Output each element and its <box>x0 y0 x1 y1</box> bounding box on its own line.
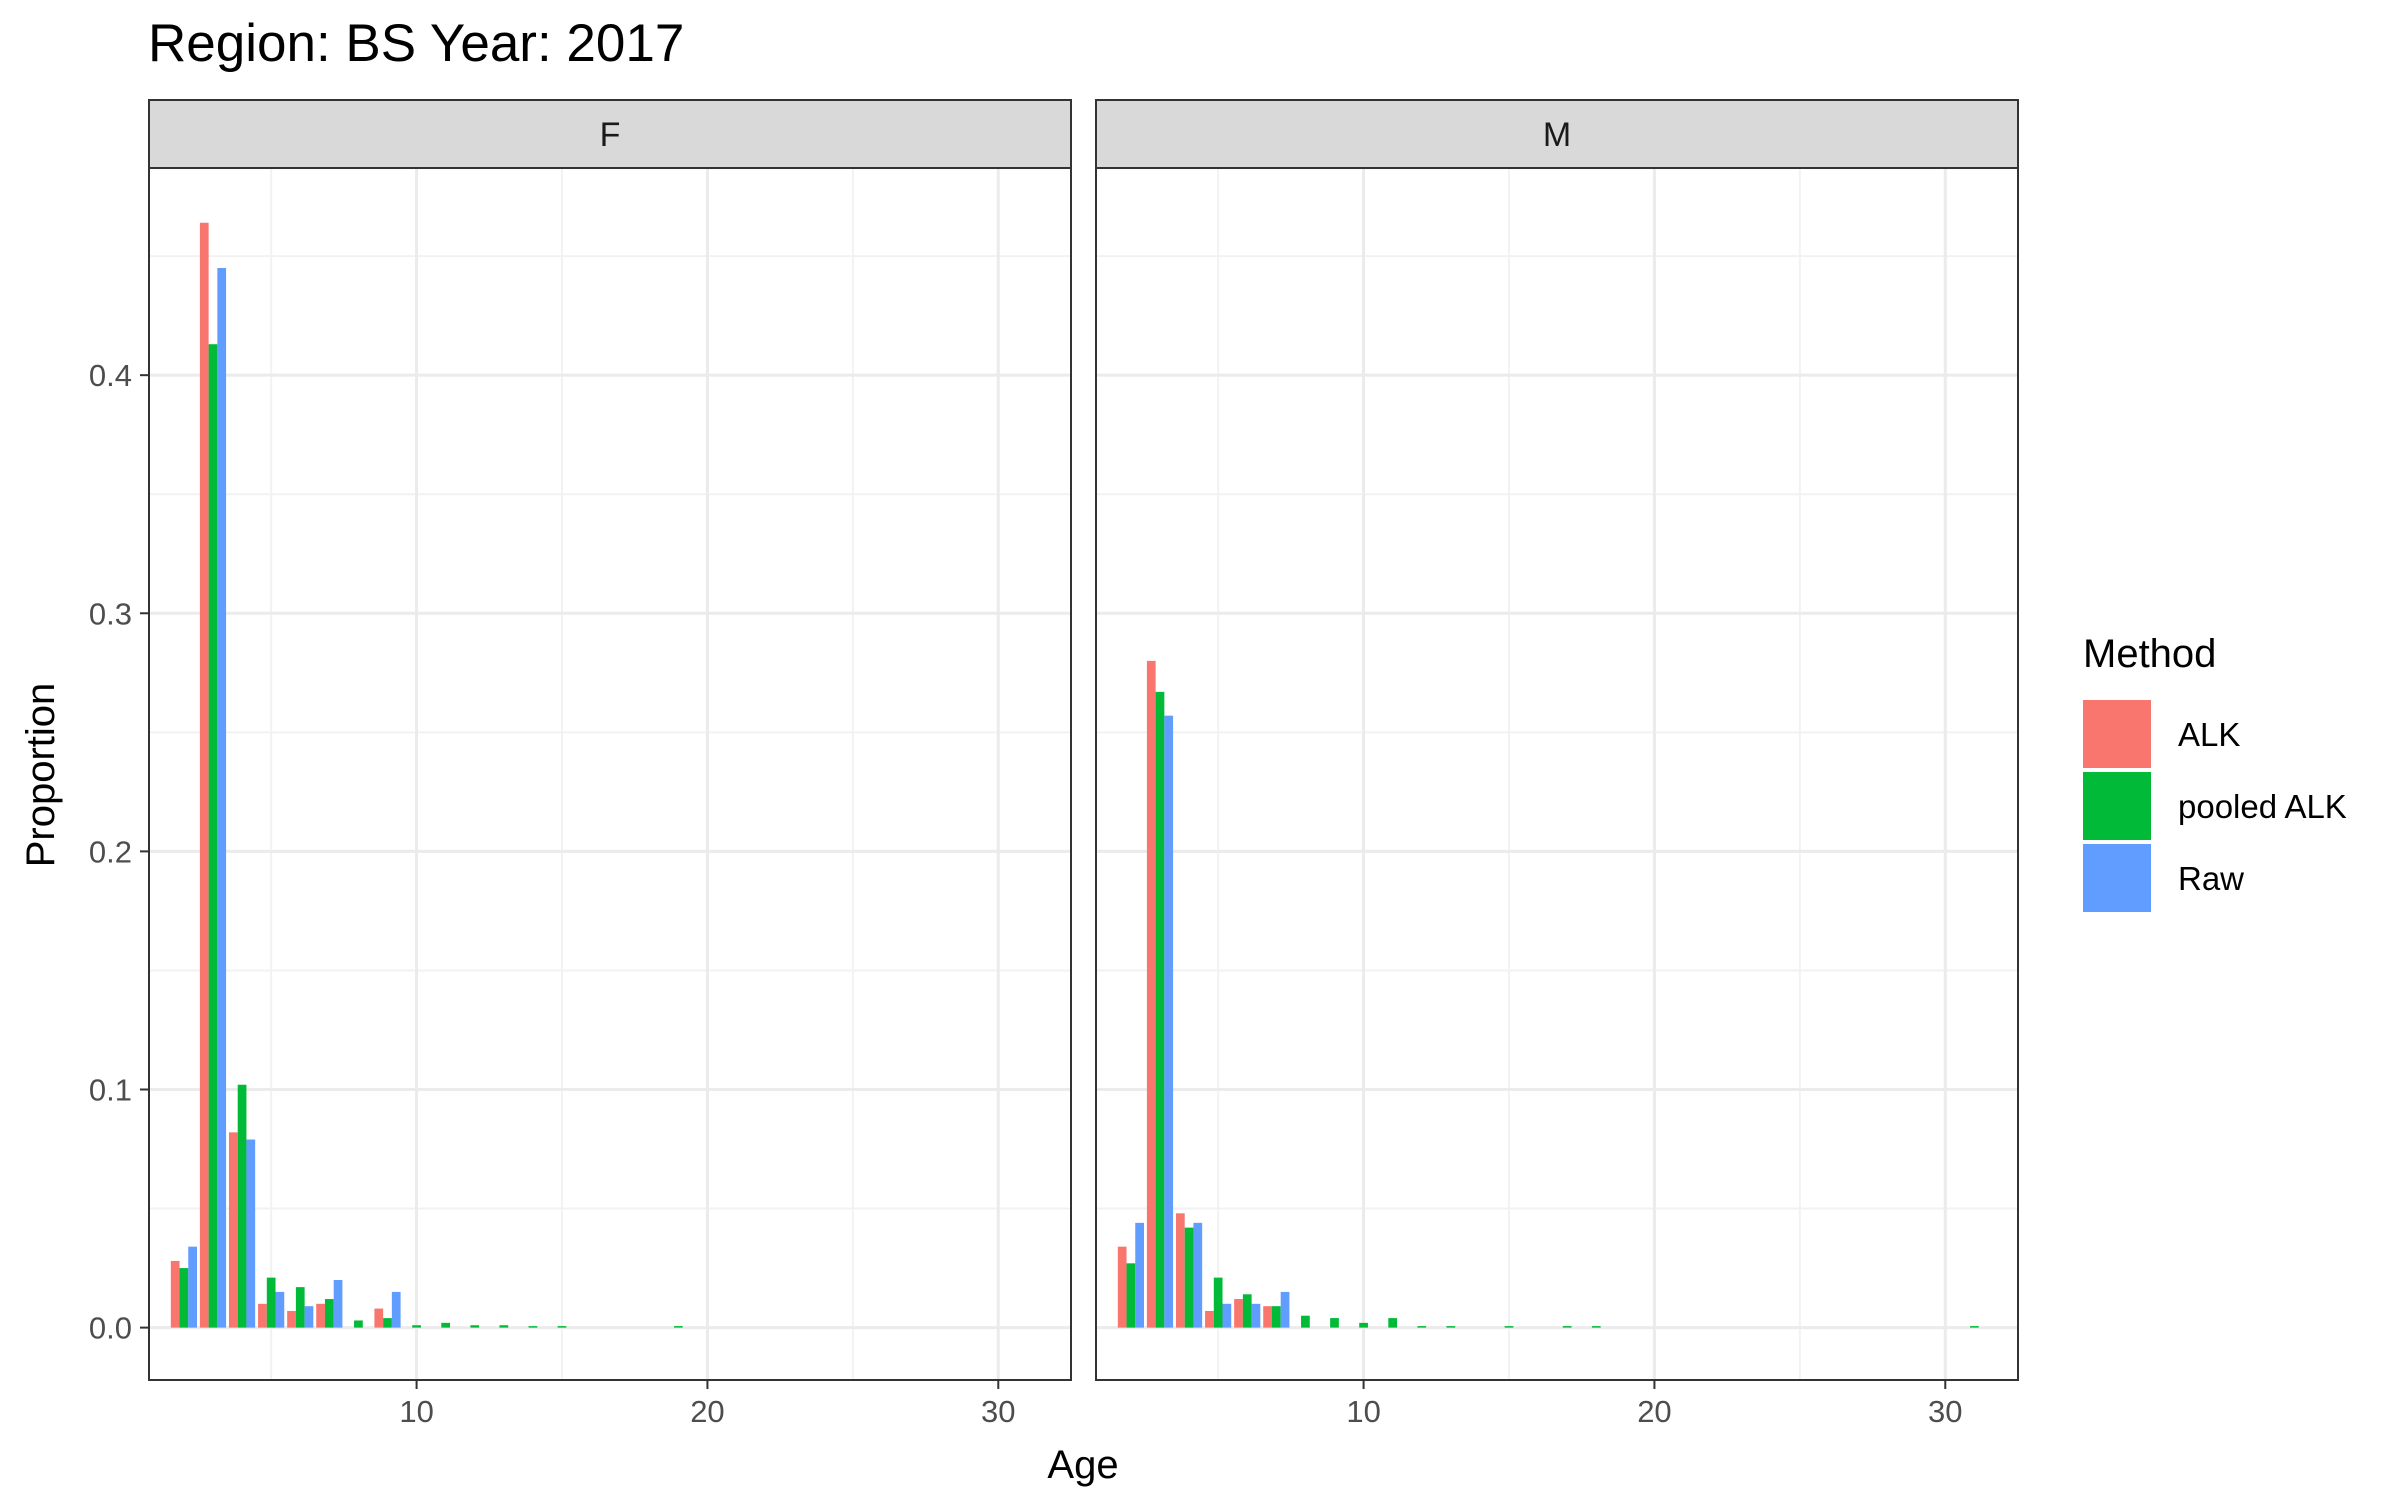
bar-pooled-alk <box>1213 1277 1223 1328</box>
bar-pooled-alk <box>354 1320 363 1328</box>
bar-pooled-alk <box>208 344 218 1328</box>
bar-pooled-alk <box>441 1322 451 1328</box>
bar-raw <box>1251 1303 1261 1328</box>
bar-raw <box>391 1291 401 1328</box>
bar-pooled-alk <box>179 1268 189 1328</box>
legend-label: pooled ALK <box>2178 788 2347 825</box>
bar-pooled-alk <box>295 1287 305 1328</box>
facet-strip <box>1095 99 2019 169</box>
bar-raw <box>1280 1291 1290 1328</box>
chart-panels: F 10 20 30 0.0 0.1 0.2 0.3 0.4 M 10 20 30 <box>89 99 2019 1429</box>
panel-m: M 10 20 30 <box>1095 99 2019 1429</box>
bar-alk <box>316 1303 325 1328</box>
bar-pooled-alk <box>383 1318 392 1328</box>
bar-pooled-alk <box>237 1084 247 1328</box>
bar-pooled-alk <box>557 1326 567 1328</box>
y-tick-label: 0.4 <box>89 358 132 393</box>
bar-raw <box>188 1246 197 1328</box>
bar-pooled-alk <box>1271 1306 1281 1328</box>
x-tick-label: 20 <box>1637 1394 1671 1429</box>
bar-raw <box>1135 1222 1144 1328</box>
bar-alk <box>1234 1299 1243 1328</box>
x-tick-label: 10 <box>1346 1394 1380 1429</box>
legend-swatch-raw <box>2083 844 2151 912</box>
legend-label: Raw <box>2178 860 2244 897</box>
legend-label: ALK <box>2178 716 2240 753</box>
bar-pooled-alk <box>1970 1326 1979 1328</box>
bar-alk <box>1146 660 1156 1328</box>
x-tick-label: 30 <box>1928 1394 1962 1429</box>
bar-alk <box>1117 1246 1127 1328</box>
bar-pooled-alk <box>1359 1322 1368 1328</box>
bar-raw <box>1222 1303 1232 1328</box>
bar-pooled-alk <box>1330 1318 1339 1328</box>
bar-pooled-alk <box>412 1325 421 1328</box>
facet-strip <box>148 99 1072 169</box>
bar-raw <box>217 268 227 1328</box>
bar-raw <box>1164 715 1174 1328</box>
legend-swatch-pooled-alk <box>2083 772 2151 840</box>
legend-swatch-alk <box>2083 700 2151 768</box>
y-tick-label: 0.2 <box>89 834 132 869</box>
bar-pooled-alk <box>324 1299 334 1328</box>
bar-raw <box>333 1279 343 1328</box>
y-tick-label: 0.0 <box>89 1311 132 1346</box>
bar-pooled-alk <box>528 1326 538 1328</box>
facet-strip-label: M <box>1543 116 1571 154</box>
facet-strip-label: F <box>600 116 621 154</box>
bar-alk <box>1175 1213 1185 1328</box>
chart-title: Region: BS Year: 2017 <box>148 14 684 73</box>
bar-alk <box>1263 1306 1272 1328</box>
bar-alk <box>1205 1310 1214 1328</box>
bar-raw <box>246 1139 256 1328</box>
y-axis-title: Proportion <box>19 683 63 868</box>
bar-pooled-alk <box>499 1325 509 1328</box>
bar-pooled-alk <box>1504 1326 1514 1328</box>
bar-pooled-alk <box>1184 1227 1194 1328</box>
bar-pooled-alk <box>266 1277 276 1328</box>
legend-title: Method <box>2083 632 2216 676</box>
panel-f: F 10 20 30 0.0 0.1 0.2 0.3 0.4 <box>89 99 1072 1429</box>
y-tick-label: 0.3 <box>89 596 132 631</box>
y-tick-label: 0.1 <box>89 1073 132 1108</box>
bar-pooled-alk <box>1126 1263 1136 1328</box>
panel-background <box>149 168 1071 1380</box>
bar-pooled-alk <box>1417 1326 1427 1328</box>
bar-pooled-alk <box>1446 1326 1456 1328</box>
panel-background <box>1096 168 2018 1380</box>
bar-pooled-alk <box>1591 1326 1601 1328</box>
bar-alk <box>199 222 209 1328</box>
bar-pooled-alk <box>1155 691 1165 1328</box>
bar-pooled-alk <box>470 1325 480 1328</box>
bar-alk <box>258 1303 267 1328</box>
bar-pooled-alk <box>1242 1294 1252 1328</box>
bar-pooled-alk <box>1301 1315 1310 1328</box>
x-tick-label: 10 <box>399 1394 433 1429</box>
bar-pooled-alk <box>1562 1326 1572 1328</box>
bar-raw <box>275 1291 285 1328</box>
bar-alk <box>374 1308 384 1328</box>
bar-raw <box>1193 1222 1203 1328</box>
x-axis-title: Age <box>1047 1443 1118 1487</box>
legend: Method ALK pooled ALK Raw <box>2083 632 2347 912</box>
x-tick-label: 20 <box>690 1394 724 1429</box>
bar-raw <box>304 1306 314 1328</box>
bar-alk <box>228 1132 238 1328</box>
bar-alk <box>170 1260 180 1328</box>
bar-pooled-alk <box>1388 1318 1398 1328</box>
x-tick-label: 30 <box>981 1394 1015 1429</box>
bar-pooled-alk <box>673 1326 683 1328</box>
bar-alk <box>287 1310 296 1328</box>
